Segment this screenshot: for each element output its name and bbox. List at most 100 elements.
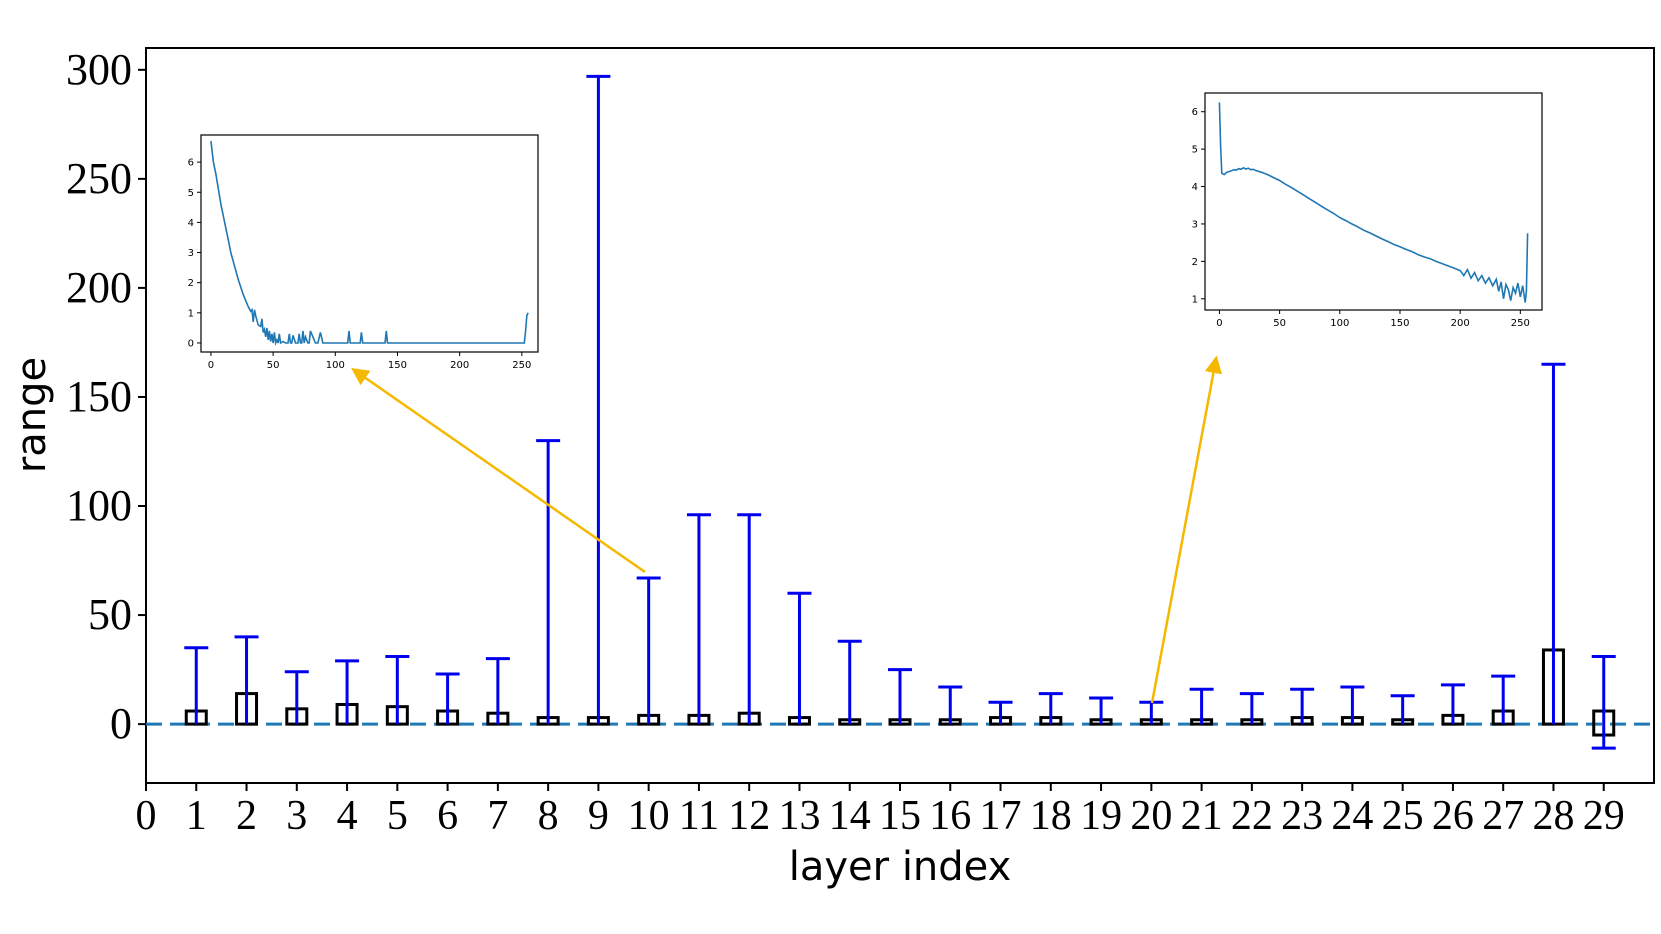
layer-8-mark: [536, 439, 561, 726]
x-tick-label: 22: [1231, 793, 1273, 839]
x-tick-label: 26: [1432, 793, 1474, 839]
layer-9-mark: [586, 74, 611, 726]
inset-y-tick-label: 1: [1192, 294, 1198, 305]
layer-22-mark: [1239, 692, 1264, 726]
layer-28-mark: [1541, 362, 1566, 726]
layer-10-mark: [636, 576, 661, 726]
inset-x-tick-label: 50: [1273, 318, 1286, 329]
x-tick-label: 24: [1331, 793, 1373, 839]
y-tick-label: 250: [66, 154, 132, 203]
inset-y-tick-label: 4: [1192, 182, 1198, 193]
x-tick-label: 16: [929, 793, 971, 839]
x-tick-label: 1: [186, 793, 207, 839]
layer-13-mark: [787, 591, 812, 726]
layer-6-mark: [435, 672, 460, 726]
layer-17-mark: [988, 700, 1013, 726]
layer-27-mark: [1491, 674, 1516, 726]
layer-2-mark: [234, 635, 259, 726]
x-tick-label: 12: [728, 793, 770, 839]
layer-25-mark: [1390, 694, 1415, 726]
layer-21-mark: [1189, 687, 1214, 726]
x-tick-label: 2: [236, 793, 257, 839]
layer-20-inset: 0 50 100 150 200 250 1 2 3 4 5 6: [1192, 92, 1543, 329]
x-tick-label: 8: [538, 793, 559, 839]
inset-y-tick-label: 6: [188, 158, 194, 169]
inset-y-tick-label: 3: [188, 248, 194, 259]
inset-y-tick-label: 6: [1192, 107, 1198, 118]
layer-11-mark: [686, 513, 711, 726]
x-tick-label: 25: [1382, 793, 1424, 839]
layer-10-inset-frame: [200, 134, 539, 353]
layer-19-mark: [1089, 696, 1114, 726]
inset-2-pointer-arrow: [1150, 355, 1223, 704]
inset-y-tick-label: 0: [188, 338, 194, 349]
layer-7-mark: [485, 657, 510, 726]
layer-5-mark: [385, 655, 410, 726]
x-tick-label: 27: [1482, 793, 1524, 839]
y-axis-title: range: [9, 357, 55, 473]
x-tick-label: 5: [387, 793, 408, 839]
y-tick-label: 150: [66, 372, 132, 421]
layer-29-mark: [1591, 655, 1616, 750]
x-tick-label: 15: [879, 793, 921, 839]
layer-23-mark: [1290, 687, 1315, 726]
inset-y-tick-label: 5: [188, 188, 194, 199]
layer-16-mark: [938, 685, 963, 726]
inset-x-tick-label: 250: [512, 360, 531, 371]
inset-x-tick-label: 0: [208, 360, 214, 371]
layer-15-mark: [888, 668, 912, 726]
inset-x-tick-label: 150: [388, 360, 407, 371]
x-tick-label: 4: [337, 793, 358, 839]
inset-x-tick-label: 50: [267, 360, 280, 371]
y-tick-label: 0: [110, 699, 132, 748]
x-tick-label: 28: [1532, 793, 1574, 839]
y-tick-label: 100: [66, 481, 132, 530]
y-tick-label: 200: [66, 263, 132, 312]
layer-24-mark: [1340, 685, 1365, 726]
inset-y-tick-label: 2: [1192, 257, 1198, 268]
layer-1-mark: [184, 646, 209, 726]
layer-14-mark: [837, 639, 862, 726]
x-tick-label: 10: [628, 793, 670, 839]
x-axis-title: layer index: [789, 844, 1012, 890]
inset-y-tick-label: 2: [188, 278, 194, 289]
inset-x-tick-label: 150: [1390, 318, 1409, 329]
x-tick-label: 6: [437, 793, 458, 839]
layer-4-mark: [335, 659, 360, 726]
inset-x-tick-label: 100: [1330, 318, 1349, 329]
x-tick-label: 29: [1583, 793, 1625, 839]
x-tick-label: 23: [1281, 793, 1323, 839]
x-tick-label: 7: [487, 793, 508, 839]
layer-20-inset-frame: [1204, 92, 1543, 311]
inset-x-tick-label: 200: [450, 360, 469, 371]
layer-3-mark: [284, 670, 309, 726]
x-tick-label: 3: [286, 793, 307, 839]
inset-x-tick-label: 100: [326, 360, 345, 371]
layer-10-inset: 0 50 100 150 200 250 0 1 2 3 4 5 6: [188, 134, 539, 371]
x-tick-label: 14: [829, 793, 871, 839]
layer-10-inset-series-line: [210, 140, 529, 347]
layer-12-mark: [737, 513, 762, 726]
layer-26-mark: [1440, 683, 1465, 726]
inset-y-tick-label: 4: [188, 218, 194, 229]
x-tick-label: 0: [136, 793, 157, 839]
y-tick-label: 50: [88, 590, 132, 639]
x-tick-label: 17: [980, 793, 1022, 839]
x-tick-label: 20: [1130, 793, 1172, 839]
x-tick-label: 9: [588, 793, 609, 839]
x-tick-label: 19: [1080, 793, 1122, 839]
inset-y-tick-label: 5: [1192, 145, 1198, 156]
inset-y-tick-label: 3: [1192, 219, 1198, 230]
x-tick-label: 18: [1030, 793, 1072, 839]
inset-x-tick-label: 200: [1451, 318, 1470, 329]
x-tick-label: 11: [679, 793, 719, 839]
layer-20-inset-series-line: [1218, 102, 1529, 303]
x-tick-label: 13: [778, 793, 820, 839]
inset-1-pointer-arrow: [351, 368, 646, 574]
inset-x-tick-label: 0: [1216, 318, 1222, 329]
x-tick-label: 21: [1181, 793, 1223, 839]
y-tick-label: 300: [66, 45, 132, 94]
layer-18-mark: [1038, 692, 1063, 726]
inset-y-tick-label: 1: [188, 308, 194, 319]
